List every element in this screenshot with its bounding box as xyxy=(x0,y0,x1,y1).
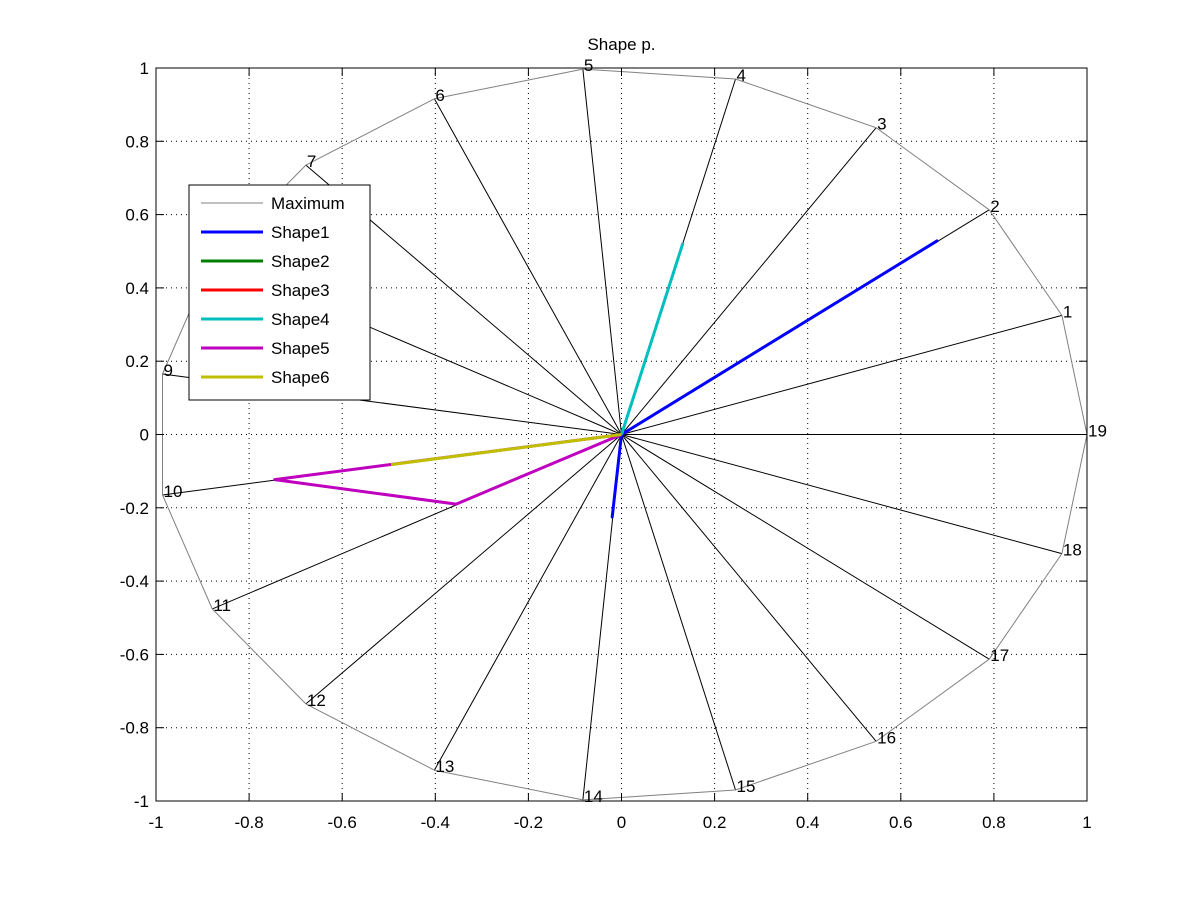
x-tick-label: 0.2 xyxy=(703,813,727,832)
spoke-15 xyxy=(621,434,737,791)
x-tick-label: 0.6 xyxy=(889,813,913,832)
spoke-label-3: 3 xyxy=(877,115,886,134)
legend-label-shape6: Shape6 xyxy=(271,368,330,387)
legend-label-shape2: Shape2 xyxy=(271,252,330,271)
y-tick-label: -0.6 xyxy=(120,645,149,664)
legend-box xyxy=(188,184,371,401)
y-tick-label: 0 xyxy=(140,426,149,445)
x-tick-label: 1 xyxy=(1082,813,1091,832)
spoke-label-14: 14 xyxy=(584,787,603,806)
legend-label-shape5: Shape5 xyxy=(271,339,330,358)
series-shape1 xyxy=(610,239,939,519)
legend-label-shape1: Shape1 xyxy=(271,223,330,242)
y-tick-labels: -1 -0.8 -0.6 -0.4 -0.2 0 0.2 0.4 0.6 0.8 1 xyxy=(120,59,149,811)
series-shape6 xyxy=(390,433,622,467)
y-tick-label: 0.8 xyxy=(125,132,149,151)
spoke-label-13: 13 xyxy=(435,757,454,776)
spoke-label-12: 12 xyxy=(307,691,326,710)
spoke-label-5: 5 xyxy=(584,56,593,75)
y-tick-label: 0.6 xyxy=(125,206,149,225)
spoke-label-9: 9 xyxy=(164,361,173,380)
spoke-label-16: 16 xyxy=(877,728,896,747)
y-tick-label: 0.4 xyxy=(125,279,149,298)
legend: Maximum Shape1 Shape2 Shape3 Shape4 Shape5 Sha… xyxy=(188,184,371,401)
spoke-label-6: 6 xyxy=(435,86,444,105)
series-lines xyxy=(162,68,1088,801)
chart-title: Shape p. xyxy=(587,35,655,54)
x-tick-label: -0.8 xyxy=(234,813,263,832)
y-tick-label: 0.2 xyxy=(125,352,149,371)
spoke-label-18: 18 xyxy=(1063,541,1082,560)
spoke-12 xyxy=(305,434,622,705)
spoke-5 xyxy=(582,69,622,435)
spoke-label-7: 7 xyxy=(307,152,316,171)
spoke-label-11: 11 xyxy=(213,596,231,615)
spoke-6 xyxy=(433,98,622,435)
series-maximum xyxy=(162,68,1088,801)
spoke-label-19: 19 xyxy=(1088,422,1107,441)
x-tick-label: 0.8 xyxy=(982,813,1006,832)
y-tick-label: -0.8 xyxy=(120,719,149,738)
x-tick-label: -0.6 xyxy=(328,813,357,832)
x-tick-label: -0.2 xyxy=(514,813,543,832)
spoke-1 xyxy=(621,314,1062,435)
spoke-label-17: 17 xyxy=(990,646,1009,665)
spoke-18 xyxy=(621,434,1062,555)
spoke-16 xyxy=(621,434,877,742)
y-tick-label: -0.4 xyxy=(120,572,149,591)
spoke-13 xyxy=(433,434,622,771)
x-tick-label: -0.4 xyxy=(421,813,450,832)
legend-label-shape3: Shape3 xyxy=(271,281,330,300)
series-shape4 xyxy=(620,242,685,435)
y-tick-label: -0.2 xyxy=(120,499,149,518)
spoke-label-4: 4 xyxy=(737,66,746,85)
spoke-17 xyxy=(621,434,990,660)
spoke-label-10: 10 xyxy=(164,482,183,501)
spoke-label-2: 2 xyxy=(990,197,999,216)
x-tick-labels: -1 -0.8 -0.6 -0.4 -0.2 0 0.2 0.4 0.6 0.8 1 xyxy=(148,813,1091,832)
x-tick-label: 0.4 xyxy=(796,813,820,832)
tick-marks xyxy=(155,67,1088,802)
spoke-label-1: 1 xyxy=(1063,302,1072,321)
y-tick-label: 1 xyxy=(140,59,149,78)
legend-label-maximum: Maximum xyxy=(271,194,345,213)
x-tick-label: -1 xyxy=(148,813,163,832)
spoke-label-15: 15 xyxy=(737,777,756,796)
y-tick-label: -1 xyxy=(134,792,149,811)
x-tick-label: 0 xyxy=(617,813,626,832)
legend-label-shape4: Shape4 xyxy=(271,310,330,329)
spoke-3 xyxy=(621,127,877,435)
